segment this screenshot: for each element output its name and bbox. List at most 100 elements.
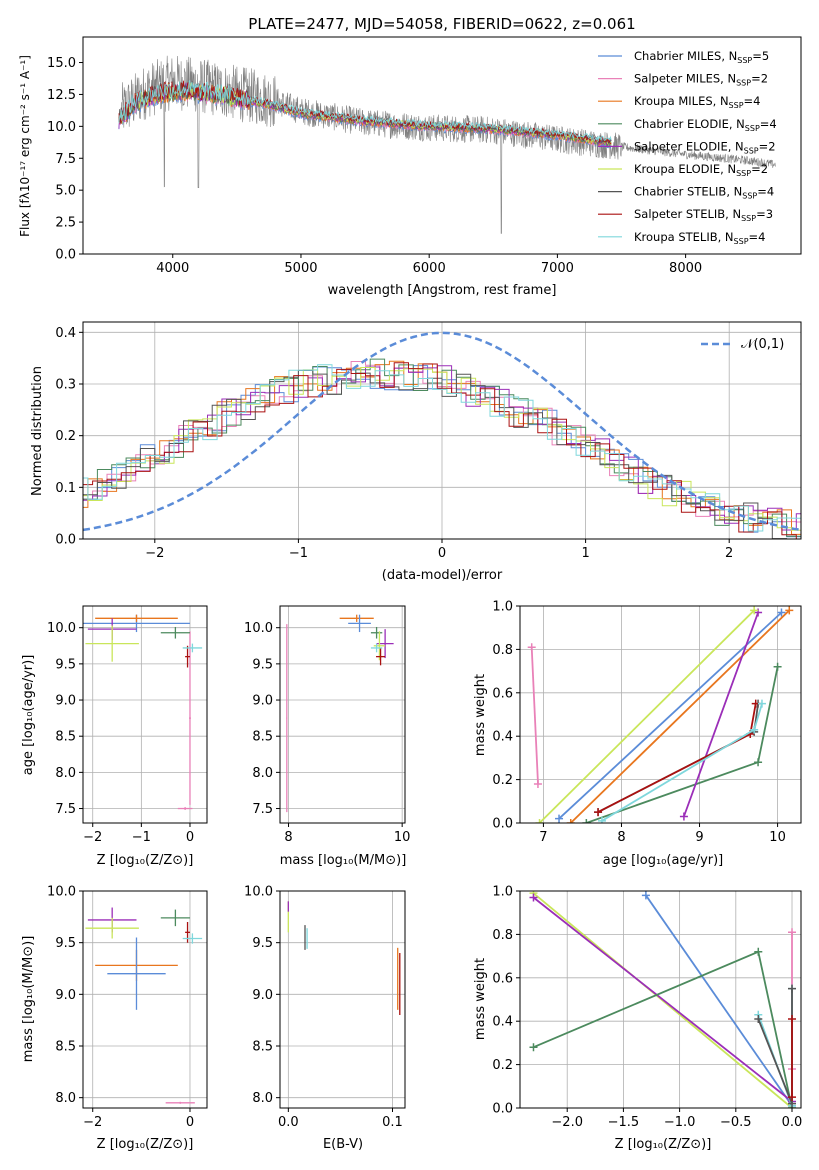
legend-label-salpeter-elodie: Salpeter ELODIE, NSSP=2	[634, 139, 776, 155]
mass-vs-metallicity-ylabel: mass [log₁₀(M/M⊙)]	[21, 936, 36, 1063]
y-tick-label: 10.0	[47, 885, 76, 900]
x-tick-label: 2	[725, 546, 733, 561]
errorbar-point-kroupa-stelib	[182, 933, 203, 944]
spectrum-panel: PLATE=2477, MJD=54058, FIBERID=0622, z=0…	[18, 15, 802, 298]
x-tick-label: 10	[394, 830, 411, 845]
series-line	[570, 609, 790, 823]
y-tick-label: 0.6	[492, 686, 513, 701]
y-tick-label: 15.0	[47, 56, 76, 71]
plus-marker	[529, 1043, 538, 1052]
y-tick-label: 10.0	[47, 120, 76, 135]
gaussian-curve	[83, 331, 801, 532]
x-tick-label: 4000	[156, 261, 189, 276]
plus-marker	[773, 662, 782, 671]
weight-vs-age-series	[527, 606, 794, 823]
weight-vs-age-plot-area: 7 8 9 10 0.0 0.2 0.4 0.6 0.8 1.0	[492, 600, 801, 845]
histogram-step-chabrier-elodie	[83, 358, 801, 537]
age-vs-metallicity-xlabel: Z [log₁₀(Z/Z⊙)]	[97, 853, 194, 868]
weight-vs-age-panel: 7 8 9 10 0.0 0.2 0.4 0.6 0.8 1.0 age [log₁₀(age/y…	[473, 600, 802, 868]
y-tick-label: 0.2	[492, 773, 513, 788]
series-salpeter-miles	[527, 643, 542, 788]
y-tick-label: 0.2	[55, 429, 76, 444]
spectrum-xlabel: wavelength [Angstrom, rest frame]	[328, 283, 557, 298]
mass-vs-ebv-points	[287, 901, 401, 1015]
errorbar-point-chabrier-miles	[348, 614, 371, 633]
x-tick-label: −2	[145, 546, 164, 561]
y-tick-label: 9.5	[252, 936, 273, 951]
x-tick-label: 0	[186, 830, 194, 845]
y-tick-label: 8.0	[252, 1091, 273, 1106]
y-tick-label: 8.5	[252, 730, 273, 745]
plus-marker	[533, 779, 542, 788]
legend-label-salpeter-miles: Salpeter MILES, NSSP=2	[634, 72, 768, 88]
y-tick-label: 12.5	[47, 88, 76, 103]
x-tick-label: −2	[83, 1115, 102, 1130]
weight-vs-age-ylabel: mass weight	[473, 674, 488, 756]
errorbar-point-chabrier-miles	[107, 937, 166, 1010]
weight-vs-metallicity-panel: −2.0 −1.5 −1.0 −0.5 0.0 0.0 0.2 0.4 0.6 0.8 1.0 Z …	[473, 885, 802, 1153]
residuals-legend: 𝒩(0,1)	[701, 337, 784, 352]
series-kroupa-elodie	[535, 606, 759, 823]
series-line	[683, 612, 759, 817]
y-tick-label: 2.5	[55, 216, 76, 231]
errorbar-point-kroupa-miles	[95, 614, 178, 622]
plus-marker	[777, 608, 786, 617]
spectrum-frame	[82, 36, 802, 255]
gaussian-legend-label: 𝒩(0,1)	[741, 337, 784, 352]
x-tick-label: 1	[581, 546, 589, 561]
y-tick-label: 0.0	[55, 248, 76, 263]
x-tick-label: −1.0	[664, 1115, 696, 1130]
series-line	[530, 647, 539, 784]
plus-marker	[754, 758, 763, 767]
residuals-frame	[82, 321, 802, 540]
mass-vs-ebv-xlabel: E(B-V)	[323, 1137, 363, 1152]
x-tick-label: 7000	[541, 261, 574, 276]
errorbar-point-salpeter-miles	[286, 624, 288, 813]
errorbar-point-kroupa-stelib	[370, 643, 383, 653]
residuals-plot-area: −2 −1 0 1 2 0.0 0.1 0.2 0.3 0.4	[55, 322, 801, 561]
weight-vs-metallicity-ylabel: mass weight	[473, 958, 488, 1040]
plus-marker	[582, 819, 591, 823]
y-tick-label: 0.0	[492, 1102, 513, 1117]
plus-marker	[679, 812, 688, 821]
x-tick-label: −1	[132, 830, 151, 845]
mass-vs-metallicity-xlabel: Z [log₁₀(Z/Z⊙)]	[97, 1137, 194, 1152]
spectrum-title: PLATE=2477, MJD=54058, FIBERID=0622, z=0…	[248, 15, 635, 33]
series-salpeter-stelib	[788, 1015, 797, 1102]
y-tick-label: 9.0	[55, 988, 76, 1003]
plus-marker	[641, 891, 650, 900]
series-line	[538, 609, 755, 823]
y-tick-label: 0.4	[492, 1015, 513, 1030]
mass-vs-metallicity-panel: −2 0 8.0 8.5 9.0 9.5 10.0 Z [log₁₀(Z/Z⊙)] mass…	[21, 885, 208, 1152]
x-tick-label: −1	[289, 546, 308, 561]
residuals-xlabel: (data-model)/error	[382, 568, 503, 583]
weight-vs-Z-series	[529, 891, 797, 1108]
age-vs-metallicity-plot-area: −2 −1 0 7.5 8.0 8.5 9.0 9.5 10.0	[47, 606, 207, 845]
y-tick-label: 0.0	[492, 817, 513, 832]
x-tick-label: 0.1	[382, 1115, 403, 1130]
series-chabrier-miles	[555, 608, 786, 823]
plus-marker	[754, 947, 763, 956]
y-tick-label: 0.0	[55, 533, 76, 548]
plus-marker	[754, 1015, 763, 1024]
legend-label-chabrier-stelib: Chabrier STELIB, NSSP=4	[634, 185, 774, 201]
weight-vs-age-frame	[519, 605, 802, 824]
x-tick-label: −1.5	[608, 1115, 640, 1130]
series-chabrier-elodie	[582, 662, 782, 823]
plus-marker	[527, 643, 536, 652]
errorbar-point-kroupa-miles	[339, 614, 374, 622]
y-tick-label: 0.1	[55, 481, 76, 496]
y-tick-label: 10.0	[244, 885, 273, 900]
y-tick-label: 5.0	[55, 184, 76, 199]
errorbar-point-salpeter-stelib	[376, 647, 386, 666]
errorbar-point-salpeter-miles	[177, 807, 193, 810]
residuals-panel: −2 −1 0 1 2 0.0 0.1 0.2 0.3 0.4 (data-model)/erro…	[30, 321, 802, 583]
y-tick-label: 7.5	[55, 802, 76, 817]
plus-marker	[750, 725, 759, 734]
plus-marker	[785, 606, 794, 615]
errorbar-point-kroupa-elodie	[85, 625, 139, 662]
y-tick-label: 0.3	[55, 378, 76, 393]
x-tick-label: 0	[438, 546, 446, 561]
y-tick-label: 0.2	[492, 1058, 513, 1073]
